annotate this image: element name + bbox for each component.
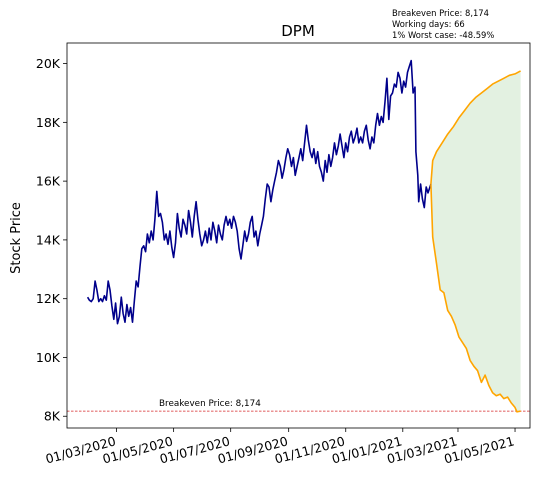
chart-title: DPM [281,22,315,40]
historical-price-line [86,59,432,325]
projection-fill-area [430,70,521,412]
stats-annotation: Breakeven Price: 8,174 Working days: 66 … [392,8,494,40]
y-tick-label: 8K [44,409,61,424]
plot-frame [66,42,531,429]
breakeven-label: Breakeven Price: 8,174 [159,399,261,409]
y-tick-label: 16K [36,174,61,189]
y-axis-label: Stock Price [9,202,24,274]
y-tick-label: 14K [36,232,61,247]
annotation-line-breakeven: Breakeven Price: 8,174 [392,8,489,18]
projection-upper-line [430,70,521,185]
y-axis: 8K 10K 12K 14K 16K 18K 20K [36,56,67,424]
y-tick-label: 12K [36,291,61,306]
y-tick-label: 20K [36,56,61,71]
y-tick-label: 18K [36,115,61,130]
annotation-line-worst-case: 1% Worst case: -48.59% [392,30,494,40]
annotation-line-working-days: Working days: 66 [392,19,465,29]
projection-lower-line [430,184,521,413]
y-tick-label: 10K [36,350,61,365]
